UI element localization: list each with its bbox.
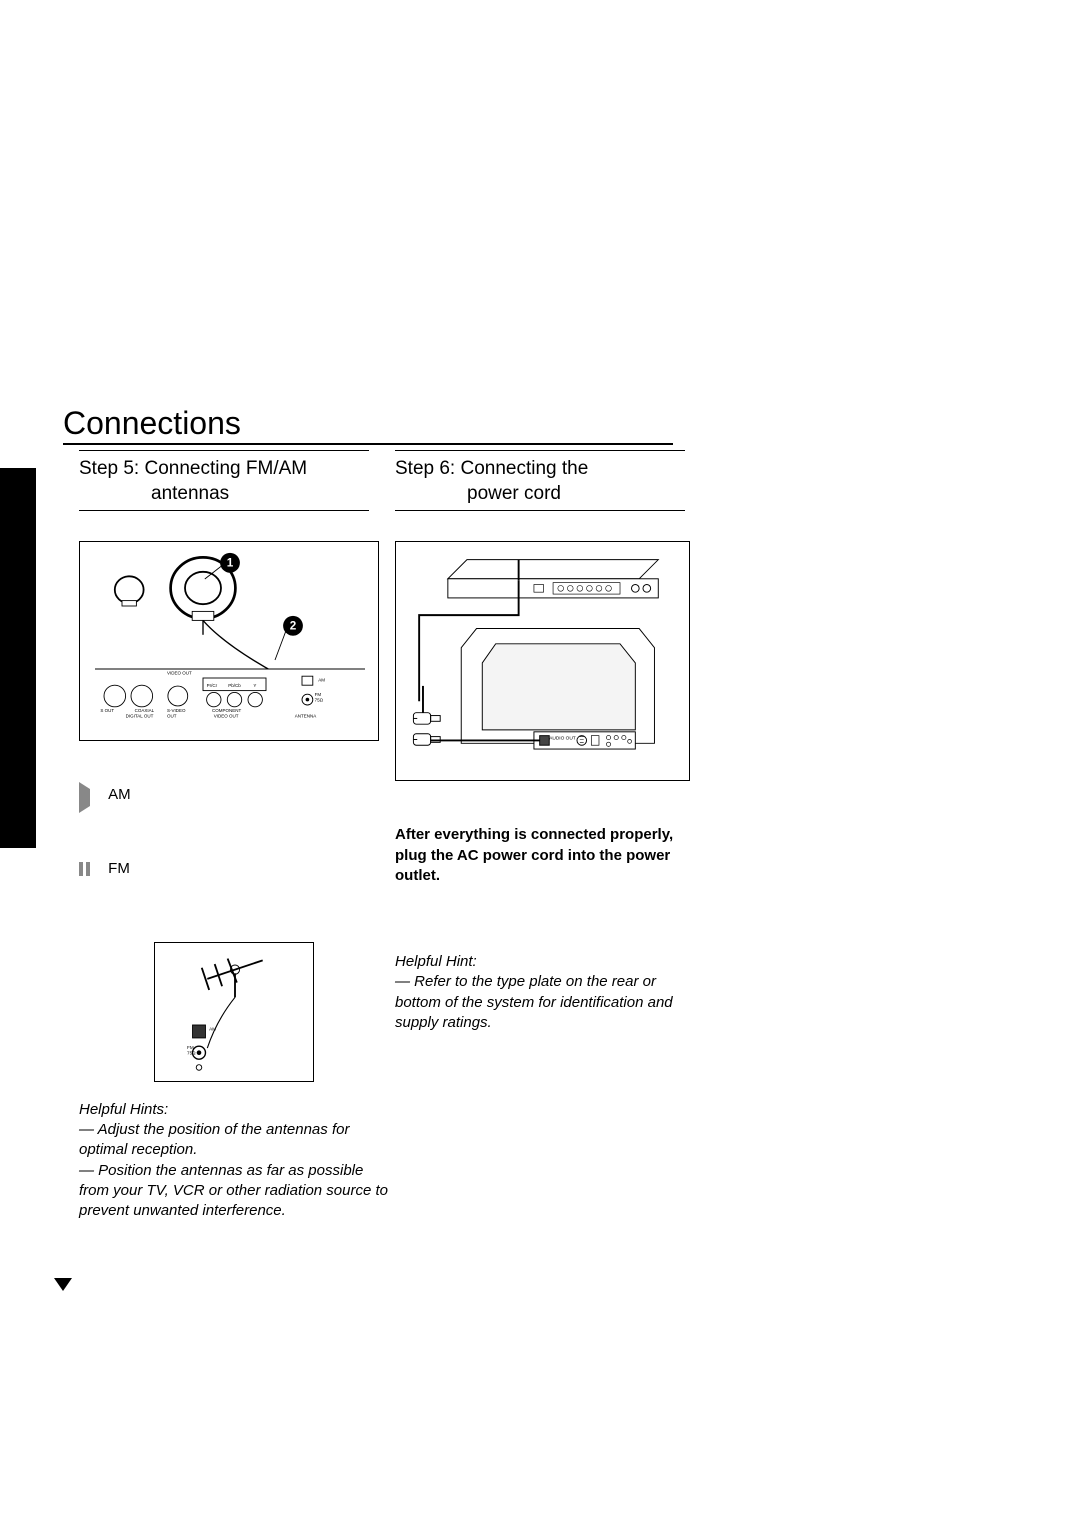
fig-power: AUDIO OUT <box>395 541 690 781</box>
fig-antennas: 1 2 <box>79 541 379 741</box>
svg-text:COAXIAL: COAXIAL <box>135 709 155 714</box>
right-column: Step 6: Connecting the power cord <box>395 450 705 1033</box>
step5-heading: Step 5: Connecting FM/AM antennas <box>79 457 389 506</box>
step5-title2: antennas <box>79 482 389 507</box>
right-para1: After everything is connected properly, … <box>395 825 705 886</box>
step6-label: Step 6: <box>395 458 455 479</box>
svg-text:VIDEO OUT: VIDEO OUT <box>167 671 192 676</box>
am-label: AM <box>108 786 131 803</box>
svg-text:VIDEO OUT: VIDEO OUT <box>214 714 239 719</box>
step6-rule-top <box>395 450 685 451</box>
pause-icon <box>79 862 90 882</box>
fm-line: FM <box>79 859 389 882</box>
hints-label: Helpful Hints: <box>79 1100 389 1120</box>
svg-text:AUDIO OUT: AUDIO OUT <box>549 736 576 742</box>
svg-text:FM: FM <box>187 1045 194 1050</box>
fm-label: FM <box>108 860 130 877</box>
step5-title1: Connecting FM/AM <box>145 458 308 479</box>
hint2: — Position the antennas as far as possib… <box>79 1161 389 1222</box>
svg-text:S-VIDEO: S-VIDEO <box>167 709 186 714</box>
svg-text:Pr/Cr: Pr/Cr <box>207 683 218 688</box>
step6-rule-bottom <box>395 510 685 511</box>
svg-text:OUT: OUT <box>167 714 177 719</box>
svg-text:COMPONENT: COMPONENT <box>212 709 242 714</box>
left-column: Step 5: Connecting FM/AM antennas 1 <box>79 450 389 1221</box>
left-hints: Helpful Hints: — Adjust the position of … <box>79 1100 389 1222</box>
svg-text:Pb/Cb: Pb/Cb <box>228 683 241 688</box>
svg-text:75Ω: 75Ω <box>315 698 324 703</box>
fig-outdoor-antenna: AM FM 75Ω <box>154 942 314 1082</box>
step6-heading: Step 6: Connecting the power cord <box>395 457 705 506</box>
step-rule-bottom <box>79 510 369 511</box>
right-hint-label: Helpful Hint: <box>395 952 705 972</box>
svg-text:ANTENNA: ANTENNA <box>295 714 317 719</box>
right-hints: Helpful Hint: — Refer to the type plate … <box>395 952 705 1033</box>
svg-text:AM: AM <box>209 1026 216 1031</box>
side-tab <box>0 468 36 848</box>
am-line: AM <box>79 785 389 808</box>
svg-text:S OUT: S OUT <box>100 709 114 714</box>
right-hint1: — Refer to the type plate on the rear or… <box>395 972 705 1033</box>
svg-text:75Ω: 75Ω <box>187 1050 196 1055</box>
page-title: Connections <box>63 405 241 442</box>
svg-text:Y: Y <box>253 683 256 688</box>
svg-text:DIGITAL OUT: DIGITAL OUT <box>126 714 154 719</box>
svg-text:AM: AM <box>318 678 325 683</box>
hint1: — Adjust the position of the antennas fo… <box>79 1120 389 1161</box>
step-rule-top <box>79 450 369 451</box>
page-continue-icon <box>54 1278 72 1291</box>
svg-text:1: 1 <box>227 557 234 570</box>
step5-label: Step 5: <box>79 458 139 479</box>
play-icon <box>79 788 90 808</box>
title-rule <box>63 443 673 445</box>
step6-title1: Connecting the <box>461 458 589 479</box>
svg-text:FM: FM <box>315 692 322 697</box>
step6-title2: power cord <box>395 482 705 507</box>
svg-text:2: 2 <box>290 620 297 633</box>
